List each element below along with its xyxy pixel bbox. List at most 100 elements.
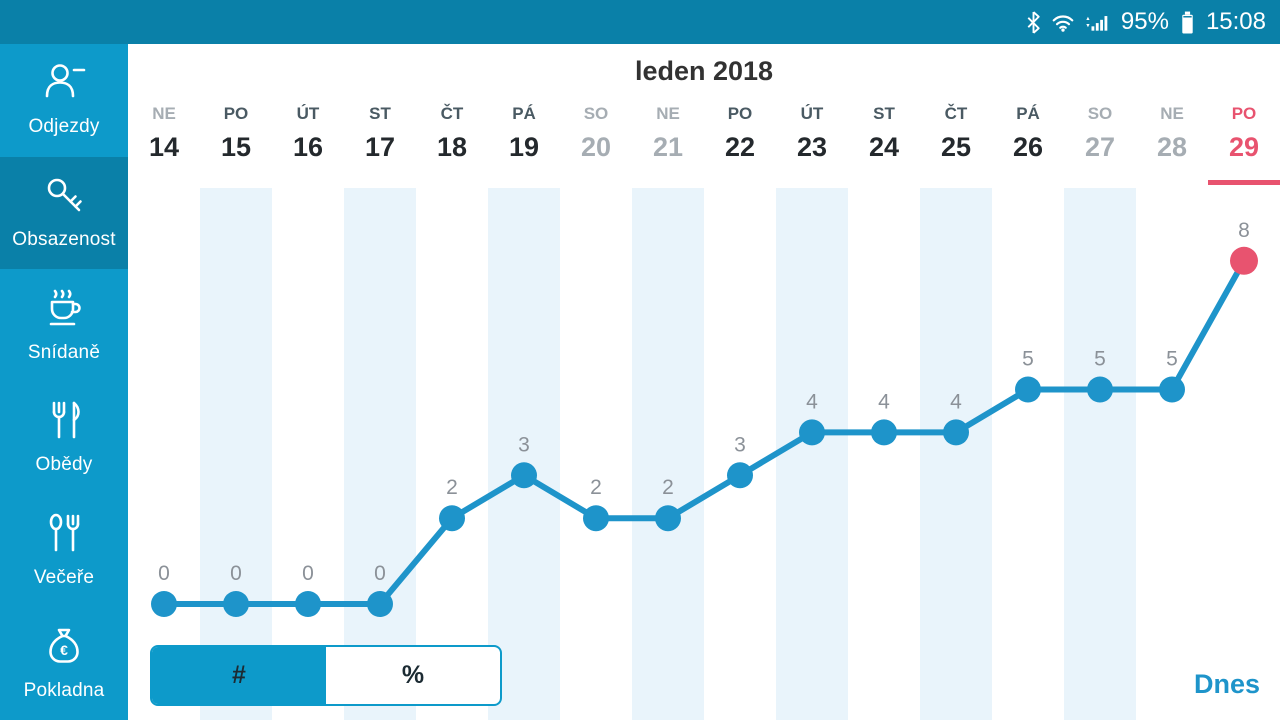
sidebar-item-label: Odjezdy	[28, 116, 100, 138]
point-value-label: 4	[878, 390, 890, 413]
calendar-column-19[interactable]: PÁ 19	[488, 104, 560, 185]
day-name: ČT	[440, 104, 464, 123]
column-band	[488, 188, 560, 720]
day-name: NE	[152, 104, 176, 123]
column-band	[344, 188, 416, 720]
point-value-label: 5	[1166, 348, 1178, 371]
data-point[interactable]	[727, 462, 753, 489]
point-value-label: 8	[1238, 219, 1250, 242]
count-toggle-option[interactable]: #	[152, 647, 326, 704]
calendar-column-27[interactable]: SO 27	[1064, 104, 1136, 185]
day-number: 29	[1228, 132, 1260, 162]
sidebar-item-odjezdy[interactable]: Odjezdy	[0, 44, 128, 157]
person-minus-icon	[42, 62, 86, 107]
column-band	[632, 188, 704, 720]
day-name: PÁ	[512, 104, 536, 123]
point-value-label: 5	[1022, 348, 1034, 371]
percent-toggle-option[interactable]: %	[401, 661, 425, 689]
sidebar-item-pokladna[interactable]: € Pokladna	[0, 607, 128, 720]
data-point[interactable]	[151, 591, 177, 617]
sidebar-item-label: Obědy	[35, 454, 93, 476]
day-name: PÁ	[1016, 104, 1040, 123]
key-icon	[44, 175, 84, 220]
data-point[interactable]	[1015, 376, 1041, 403]
calendar-column-20[interactable]: SO 20	[560, 104, 632, 185]
data-point[interactable]	[1159, 376, 1185, 403]
point-value-label: 3	[734, 433, 746, 456]
calendar-column-24[interactable]: ST 24	[848, 104, 920, 185]
calendar-column-23[interactable]: ÚT 23	[776, 104, 848, 185]
calendar-header: NE 14 PO 15 ÚT 16 ST 17 ČT 18 PÁ 19 SO 20 NE 21 PO 22 ÚT 23…	[128, 104, 1280, 185]
point-value-label: 2	[446, 476, 458, 499]
sidebar-item-obsazenost[interactable]: Obsazenost	[0, 156, 128, 270]
main-content: leden 2018 NE 14 PO 15 ÚT 16 ST 17 ČT 18 PÁ 19 SO 20 N…	[128, 44, 1280, 720]
svg-text:€: €	[60, 642, 68, 658]
data-point[interactable]	[439, 505, 465, 532]
coffee-icon	[44, 288, 84, 333]
sidebar-item-label: Večeře	[33, 567, 95, 589]
wifi-icon	[1051, 12, 1075, 32]
dinner-set-icon	[44, 513, 84, 558]
occupancy-line	[161, 257, 1247, 607]
data-point[interactable]	[1087, 376, 1113, 403]
day-name: PO	[727, 104, 753, 123]
data-point[interactable]	[511, 462, 537, 489]
point-value-label: 2	[590, 476, 602, 499]
point-value-label: 2	[662, 476, 674, 499]
calendar-column-26[interactable]: PÁ 26	[992, 104, 1064, 185]
day-number: 15	[220, 132, 252, 162]
day-name: ST	[873, 104, 895, 123]
point-value-label: 0	[374, 562, 386, 585]
data-point[interactable]	[223, 591, 249, 617]
calendar-column-21[interactable]: NE 21	[632, 104, 704, 185]
point-value-label: 3	[518, 433, 530, 456]
data-point[interactable]	[367, 591, 393, 617]
data-point[interactable]	[655, 505, 681, 532]
data-point[interactable]	[871, 419, 897, 446]
point-value-label: 0	[158, 562, 170, 585]
page-title: leden 2018	[634, 56, 774, 86]
point-value-label: 0	[230, 562, 242, 585]
today-underline	[1208, 180, 1280, 185]
occupancy-chart: 0 0 0 0 2 3 2 2 3 4 4 4 5 5 5 8	[151, 188, 1258, 720]
day-name: PO	[223, 104, 249, 123]
calendar-column-29[interactable]: PO 29	[1208, 104, 1280, 185]
day-number: 23	[796, 132, 828, 162]
column-band	[776, 188, 848, 720]
clock: 15:08	[1205, 8, 1266, 35]
calendar-column-14[interactable]: NE 14	[128, 104, 200, 185]
today-data-point[interactable]	[1230, 246, 1258, 275]
data-point[interactable]	[295, 591, 321, 617]
point-value-label: 5	[1094, 348, 1106, 371]
day-number: 14	[148, 132, 180, 162]
sidebar-item-label: Pokladna	[23, 679, 105, 701]
day-number: 20	[580, 132, 612, 162]
column-band	[920, 188, 992, 720]
point-value-label: 4	[806, 390, 818, 413]
calendar-column-22[interactable]: PO 22	[704, 104, 776, 185]
sidebar-item-obedy[interactable]: Obědy	[0, 382, 128, 495]
data-point[interactable]	[583, 505, 609, 532]
calendar-column-15[interactable]: PO 15	[200, 104, 272, 185]
calendar-column-28[interactable]: NE 28	[1136, 104, 1208, 185]
day-number: 24	[868, 132, 900, 162]
calendar-column-18[interactable]: ČT 18	[416, 104, 488, 185]
day-name: ST	[369, 104, 391, 123]
calendar-column-16[interactable]: ÚT 16	[272, 104, 344, 185]
today-button[interactable]: Dnes	[1193, 669, 1260, 699]
point-value-label: 4	[950, 390, 962, 413]
day-name: ÚT	[296, 104, 320, 123]
data-point[interactable]	[799, 419, 825, 446]
day-number: 21	[652, 132, 684, 162]
sidebar-item-label: Obsazenost	[12, 229, 116, 250]
sidebar-item-snidane[interactable]: Snídaně	[0, 269, 128, 382]
calendar-column-17[interactable]: ST 17	[344, 104, 416, 185]
day-number: 16	[292, 132, 324, 162]
data-point[interactable]	[943, 419, 969, 446]
day-number: 17	[364, 132, 396, 162]
column-band	[200, 188, 272, 720]
sidebar-item-vecere[interactable]: Večeře	[0, 495, 128, 608]
calendar-column-25[interactable]: ČT 25	[920, 104, 992, 185]
day-number: 28	[1156, 132, 1188, 162]
day-name: SO	[1087, 104, 1113, 123]
